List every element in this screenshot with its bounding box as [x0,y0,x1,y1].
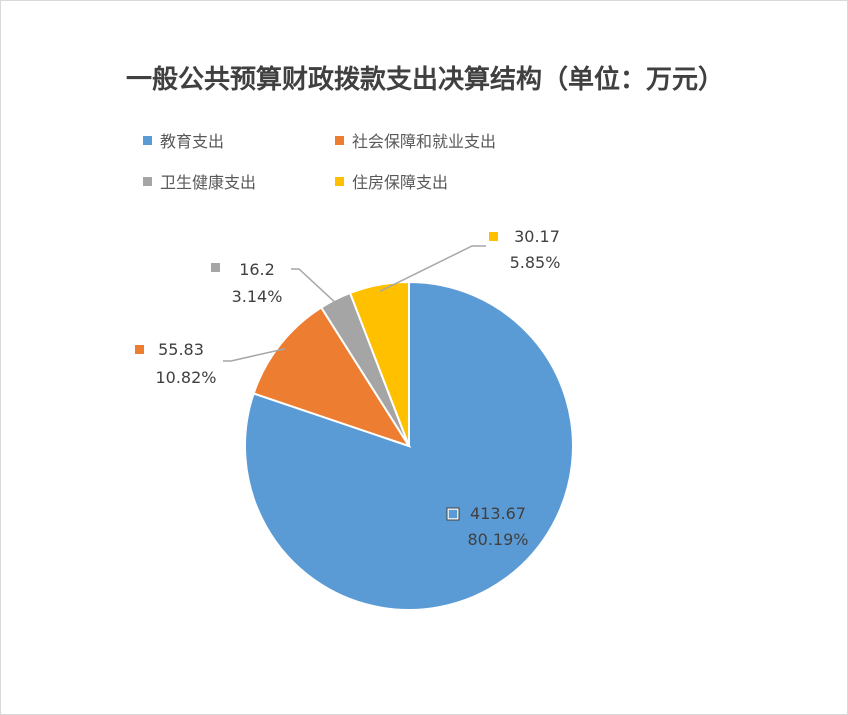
data-label-swatch-housing [489,232,498,241]
legend-item-social-security: 社会保障和就业支出 [335,128,496,152]
pie-slice-housing [348,280,410,447]
data-label-swatch-health [211,263,220,272]
legend-label-housing: 住房保障支出 [352,173,449,192]
legend-label-education: 教育支出 [160,132,225,151]
data-label-swatch-education [447,508,459,520]
legend-item-education: 教育支出 [143,128,224,152]
legend-swatch-health [143,176,152,186]
data-label-percent-health: 3.14% [232,287,283,306]
leader-line-health [291,268,339,306]
pie-slice-education [244,280,574,611]
data-label-percent-education: 80.19% [467,530,528,549]
legend-swatch-housing [335,176,344,186]
data-label-value-social-security: 55.83 [158,340,204,359]
data-label-value-housing: 30.17 [514,227,560,246]
legend-item-housing: 住房保障支出 [335,169,448,193]
data-label-swatch-outline-education [446,507,460,521]
legend-label-health: 卫生健康支出 [160,173,257,192]
data-label-percent-social-security: 10.82% [155,368,216,387]
legend-swatch-social-security [335,135,344,145]
data-label-swatch-social-security [135,345,144,354]
legend-item-health: 卫生健康支出 [143,169,256,193]
leader-line-housing [379,245,486,292]
legend-label-social-security: 社会保障和就业支出 [352,132,497,151]
data-label-percent-housing: 5.85% [510,253,561,272]
legend-swatch-education [143,135,152,145]
data-label-value-education: 413.67 [470,504,526,523]
pie-slice-social-security [252,306,412,448]
leader-line-social-security [223,347,286,362]
chart-title: 一般公共预算财政拨款支出决算结构（单位：万元） [125,65,724,95]
data-label-value-health: 16.2 [239,260,275,279]
